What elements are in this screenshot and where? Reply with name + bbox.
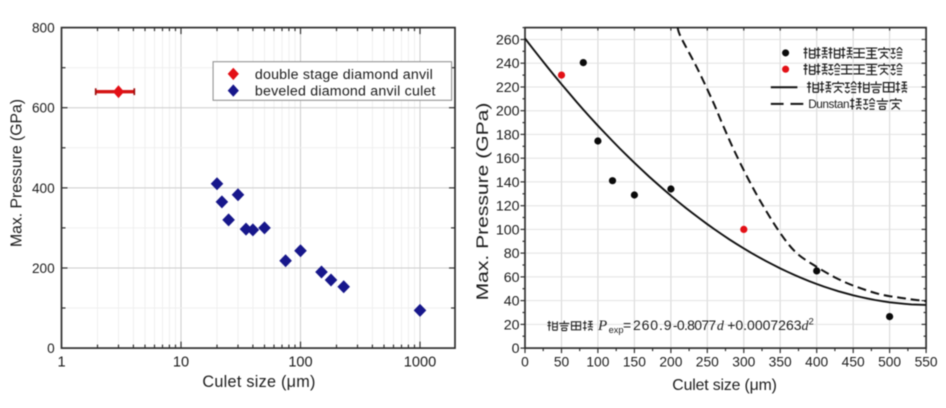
svg-text:40: 40 xyxy=(504,294,520,310)
svg-text:200: 200 xyxy=(32,261,55,276)
svg-text:Culet size (μm): Culet size (μm) xyxy=(202,373,315,391)
svg-text:120: 120 xyxy=(496,199,520,215)
svg-text:100: 100 xyxy=(496,222,520,238)
svg-text:0: 0 xyxy=(47,341,55,356)
svg-text:80: 80 xyxy=(504,246,520,262)
svg-text:10: 10 xyxy=(173,354,189,370)
svg-text:Culet size (μm): Culet size (μm) xyxy=(672,377,777,394)
svg-text:800: 800 xyxy=(32,21,55,36)
svg-text:1: 1 xyxy=(57,354,65,370)
svg-text:400: 400 xyxy=(805,354,828,369)
svg-text:Max. Pressure (GPa): Max. Pressure (GPa) xyxy=(473,103,492,301)
svg-text:1000: 1000 xyxy=(404,354,436,370)
svg-text:400: 400 xyxy=(32,181,55,196)
svg-text:220: 220 xyxy=(496,80,520,96)
svg-text:160: 160 xyxy=(496,151,520,167)
svg-text:100: 100 xyxy=(288,354,312,370)
svg-text:200: 200 xyxy=(659,354,682,369)
svg-text:550: 550 xyxy=(915,354,938,369)
svg-text:double stage diamond anvil: double stage diamond anvil xyxy=(255,67,433,83)
svg-text:150: 150 xyxy=(623,354,646,369)
svg-text:50: 50 xyxy=(554,354,570,369)
svg-text:350: 350 xyxy=(769,354,792,369)
svg-text:60: 60 xyxy=(504,270,520,286)
svg-text:500: 500 xyxy=(878,354,901,369)
svg-text:Dunstan: Dunstan xyxy=(808,97,849,111)
svg-text:0: 0 xyxy=(521,354,529,369)
svg-text:Pexp=260.9-0.8077d+0.0007263d2: Pexp= 260.9-0.8077d +0.0007263d2 xyxy=(597,317,814,335)
svg-text:0: 0 xyxy=(512,341,520,357)
svg-text:450: 450 xyxy=(842,354,865,369)
svg-text:600: 600 xyxy=(32,101,55,116)
svg-text:240: 240 xyxy=(496,56,520,72)
svg-text:250: 250 xyxy=(696,354,719,369)
svg-text:140: 140 xyxy=(496,175,520,191)
svg-text:20: 20 xyxy=(504,317,520,333)
svg-text:180: 180 xyxy=(496,127,520,143)
svg-text:Max. Pressure (GPa): Max. Pressure (GPa) xyxy=(8,99,25,247)
svg-text:100: 100 xyxy=(586,354,609,369)
svg-text:beveled diamond anvil culet: beveled diamond anvil culet xyxy=(255,84,436,100)
svg-text:260: 260 xyxy=(496,33,520,49)
svg-text:300: 300 xyxy=(732,354,755,369)
svg-text:200: 200 xyxy=(496,104,520,120)
